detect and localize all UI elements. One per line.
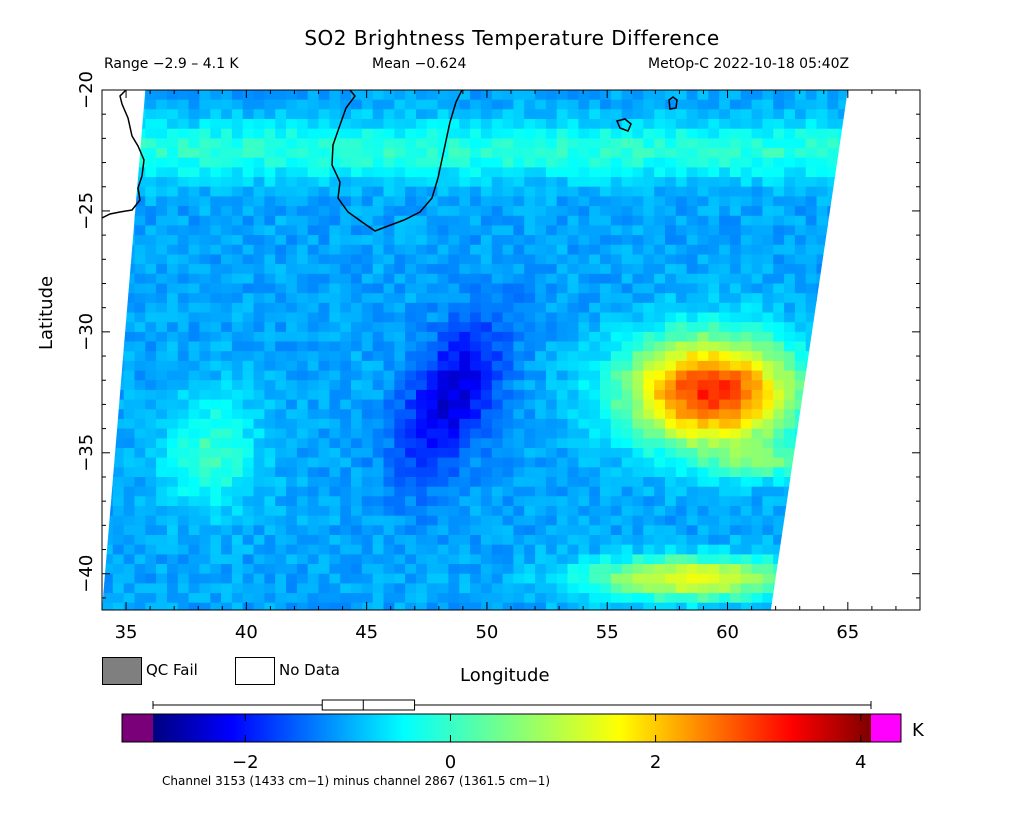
distribution-boxplot [152, 699, 872, 711]
mean-label: Mean −0.624 [372, 56, 467, 72]
y-tick-label: −25 [76, 192, 97, 230]
coastline [102, 90, 678, 232]
x-tick-label: 65 [836, 622, 859, 643]
colorbar-below-range [122, 714, 153, 742]
x-tick-label: 55 [596, 622, 619, 643]
y-axis-title: Latitude [36, 275, 57, 350]
x-tick-label: 35 [115, 622, 138, 643]
colorbar-above-range [871, 714, 901, 742]
colorbar-tick-label: 0 [445, 752, 456, 773]
chart-title: SO2 Brightness Temperature Difference [304, 26, 720, 50]
x-tick-label: 50 [475, 622, 498, 643]
coastline-africa [102, 90, 145, 219]
colorbar-tick-labels: −2 0 2 4 [232, 752, 866, 773]
x-tick-label: 60 [716, 622, 739, 643]
y-tick-label: −40 [76, 555, 97, 593]
x-axis-title: Longitude [460, 665, 550, 686]
colorbar-tick-label: 4 [855, 752, 866, 773]
colorbar-frame [121, 713, 902, 743]
qc-fail-swatch [102, 657, 142, 685]
x-tick-label: 45 [355, 622, 378, 643]
axis-labels: 35 40 45 50 55 60 65 −20 −25 −30 −35 −40 [76, 71, 859, 643]
coastline-reunion [615, 118, 632, 132]
y-tick-label: −30 [76, 313, 97, 351]
no-data-label: No Data [279, 661, 340, 679]
coastline-madagascar [331, 90, 463, 232]
colorbar-tick-label: −2 [232, 752, 259, 773]
y-tick-label: −35 [76, 434, 97, 472]
axis-ticks [101, 89, 921, 610]
no-data-swatch [235, 657, 275, 685]
boxplot-box [321, 699, 416, 711]
colorbar-unit: K [912, 720, 924, 741]
colorbar-tick-label: 2 [650, 752, 661, 773]
colorbar-gradient [153, 714, 871, 742]
x-tick-label: 40 [235, 622, 258, 643]
y-tick-label: −20 [76, 71, 97, 109]
coastline-mauritius [668, 96, 678, 110]
range-label: Range −2.9 – 4.1 K [104, 56, 239, 72]
qc-fail-label: QC Fail [146, 661, 198, 679]
satellite-time-label: MetOp-C 2022-10-18 05:40Z [648, 56, 850, 72]
colorbar-ticks [244, 714, 862, 742]
heatmap [102, 90, 848, 610]
channel-note: Channel 3153 (1433 cm−1) minus channel 2… [162, 774, 551, 788]
